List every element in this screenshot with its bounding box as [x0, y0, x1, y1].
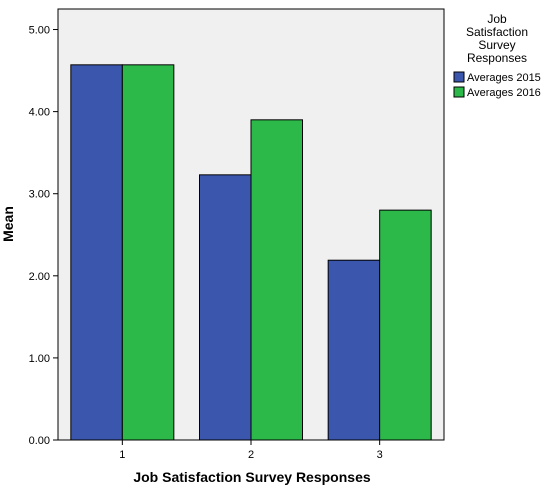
legend-title-line: Survey — [478, 38, 515, 52]
bar-2-1 — [121, 64, 175, 441]
legend-title-line: Responses — [467, 51, 527, 65]
x-axis: 1 2 3 — [119, 440, 383, 461]
y-tick-label: 4.00 — [29, 107, 50, 119]
x-tick-label: 2 — [248, 449, 254, 461]
y-tick-label: 3.00 — [29, 189, 50, 201]
x-tick-label: 1 — [119, 449, 125, 461]
y-tick-label: 1.00 — [29, 353, 50, 365]
bars-group — [70, 64, 432, 441]
bar-1-1 — [70, 64, 123, 441]
y-tick-label: 2.00 — [29, 271, 50, 283]
x-axis-title: Job Satisfaction Survey Responses — [133, 469, 371, 485]
x-tick-label: 3 — [377, 449, 383, 461]
legend-swatch-2 — [453, 86, 465, 98]
legend-swatch-1 — [453, 71, 465, 83]
legend-label-2: Averages 2016 — [467, 87, 541, 99]
y-tick-label: 5.00 — [29, 25, 50, 37]
bar-2-3 — [379, 209, 432, 441]
y-tick-label: 0.00 — [29, 435, 50, 447]
y-axis-title: Mean — [0, 206, 16, 242]
legend-label-1: Averages 2015 — [467, 72, 541, 84]
legend-title-line: Job — [487, 12, 507, 26]
bar-1-3 — [327, 259, 381, 441]
y-axis: 0.00 1.00 2.00 3.00 4.00 5.00 — [29, 25, 58, 447]
bar-1-2 — [199, 174, 252, 441]
legend-title-line: Satisfaction — [466, 25, 528, 39]
bar-2-2 — [250, 119, 303, 441]
